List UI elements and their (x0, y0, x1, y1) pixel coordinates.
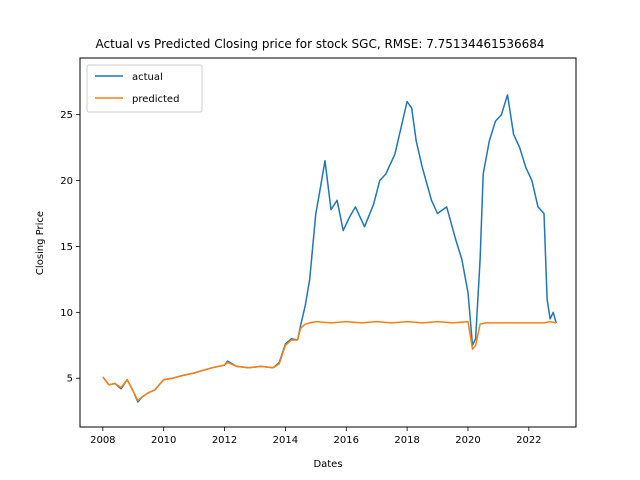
legend: actual predicted (86, 64, 203, 113)
y-tick-label: 15 (60, 242, 73, 253)
x-axis: 2008 2010 2012 2014 2016 2018 2020 2022 (90, 427, 542, 446)
legend-label-predicted: predicted (132, 94, 179, 105)
x-tick-label: 2010 (151, 435, 176, 446)
chart-title: Actual vs Predicted Closing price for st… (95, 37, 544, 51)
plot-frame (79, 57, 577, 428)
x-tick-label: 2022 (516, 435, 541, 446)
legend-label-actual: actual (132, 72, 163, 83)
series-layer (102, 94, 557, 403)
y-axis: 5 10 15 20 25 (60, 110, 80, 385)
y-tick-label: 10 (60, 308, 73, 319)
x-tick-label: 2008 (90, 435, 115, 446)
x-tick-label: 2018 (394, 435, 419, 446)
x-tick-label: 2012 (212, 435, 237, 446)
x-tick-label: 2020 (455, 435, 480, 446)
y-tick-label: 25 (60, 110, 73, 121)
x-tick-label: 2014 (273, 435, 298, 446)
y-tick-label: 20 (60, 176, 73, 187)
y-tick-label: 5 (67, 374, 73, 385)
y-axis-label: Closing Price (35, 211, 46, 275)
x-tick-label: 2016 (334, 435, 359, 446)
x-axis-label: Dates (313, 459, 342, 470)
series-line-predicted (102, 320, 557, 402)
